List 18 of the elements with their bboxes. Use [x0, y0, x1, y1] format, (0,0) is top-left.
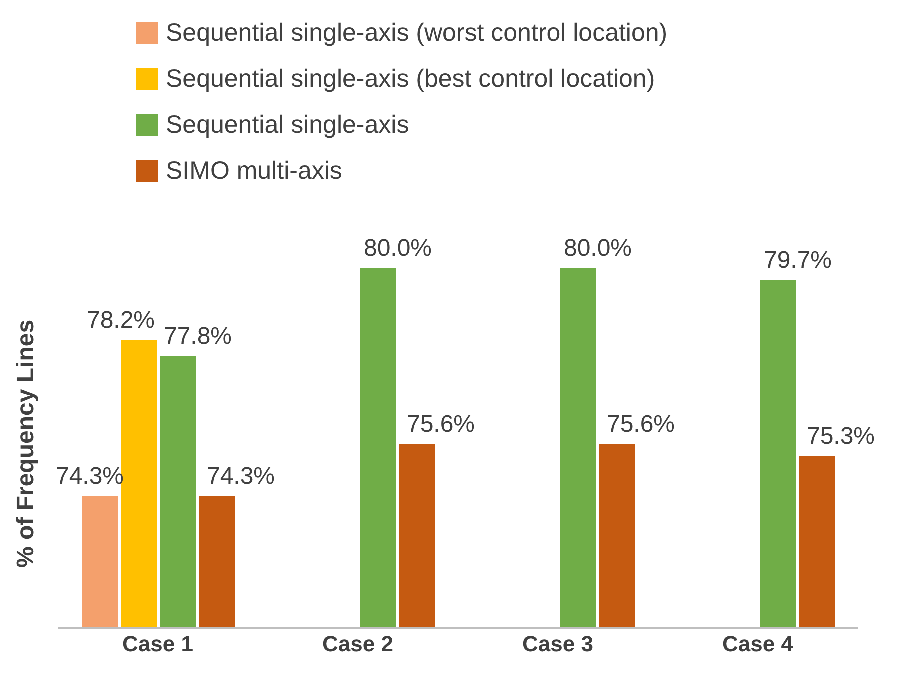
y-axis-title: % of Frequency Lines — [12, 320, 40, 568]
legend-label: SIMO multi-axis — [166, 156, 342, 186]
data-label: 74.3% — [206, 463, 276, 490]
legend-label: Sequential single-axis (worst control location) — [166, 18, 668, 48]
x-tick-label: Case 1 — [122, 632, 194, 657]
x-tick-label: Case 2 — [322, 632, 394, 657]
legend-label: Sequential single-axis (best control location) — [166, 64, 656, 94]
data-label: 75.6% — [406, 411, 476, 438]
data-label: 77.8% — [164, 323, 232, 350]
data-label: 80.0% — [564, 235, 632, 262]
data-label: 80.0% — [364, 235, 432, 262]
legend-label: Sequential single-axis — [166, 110, 410, 140]
data-label: 78.2% — [86, 307, 156, 334]
data-label: 79.7% — [764, 247, 832, 274]
data-label: 75.6% — [606, 411, 676, 438]
data-label: 75.3% — [806, 423, 876, 450]
x-tick-label: Case 3 — [522, 632, 594, 657]
x-tick-label: Case 4 — [722, 632, 794, 657]
